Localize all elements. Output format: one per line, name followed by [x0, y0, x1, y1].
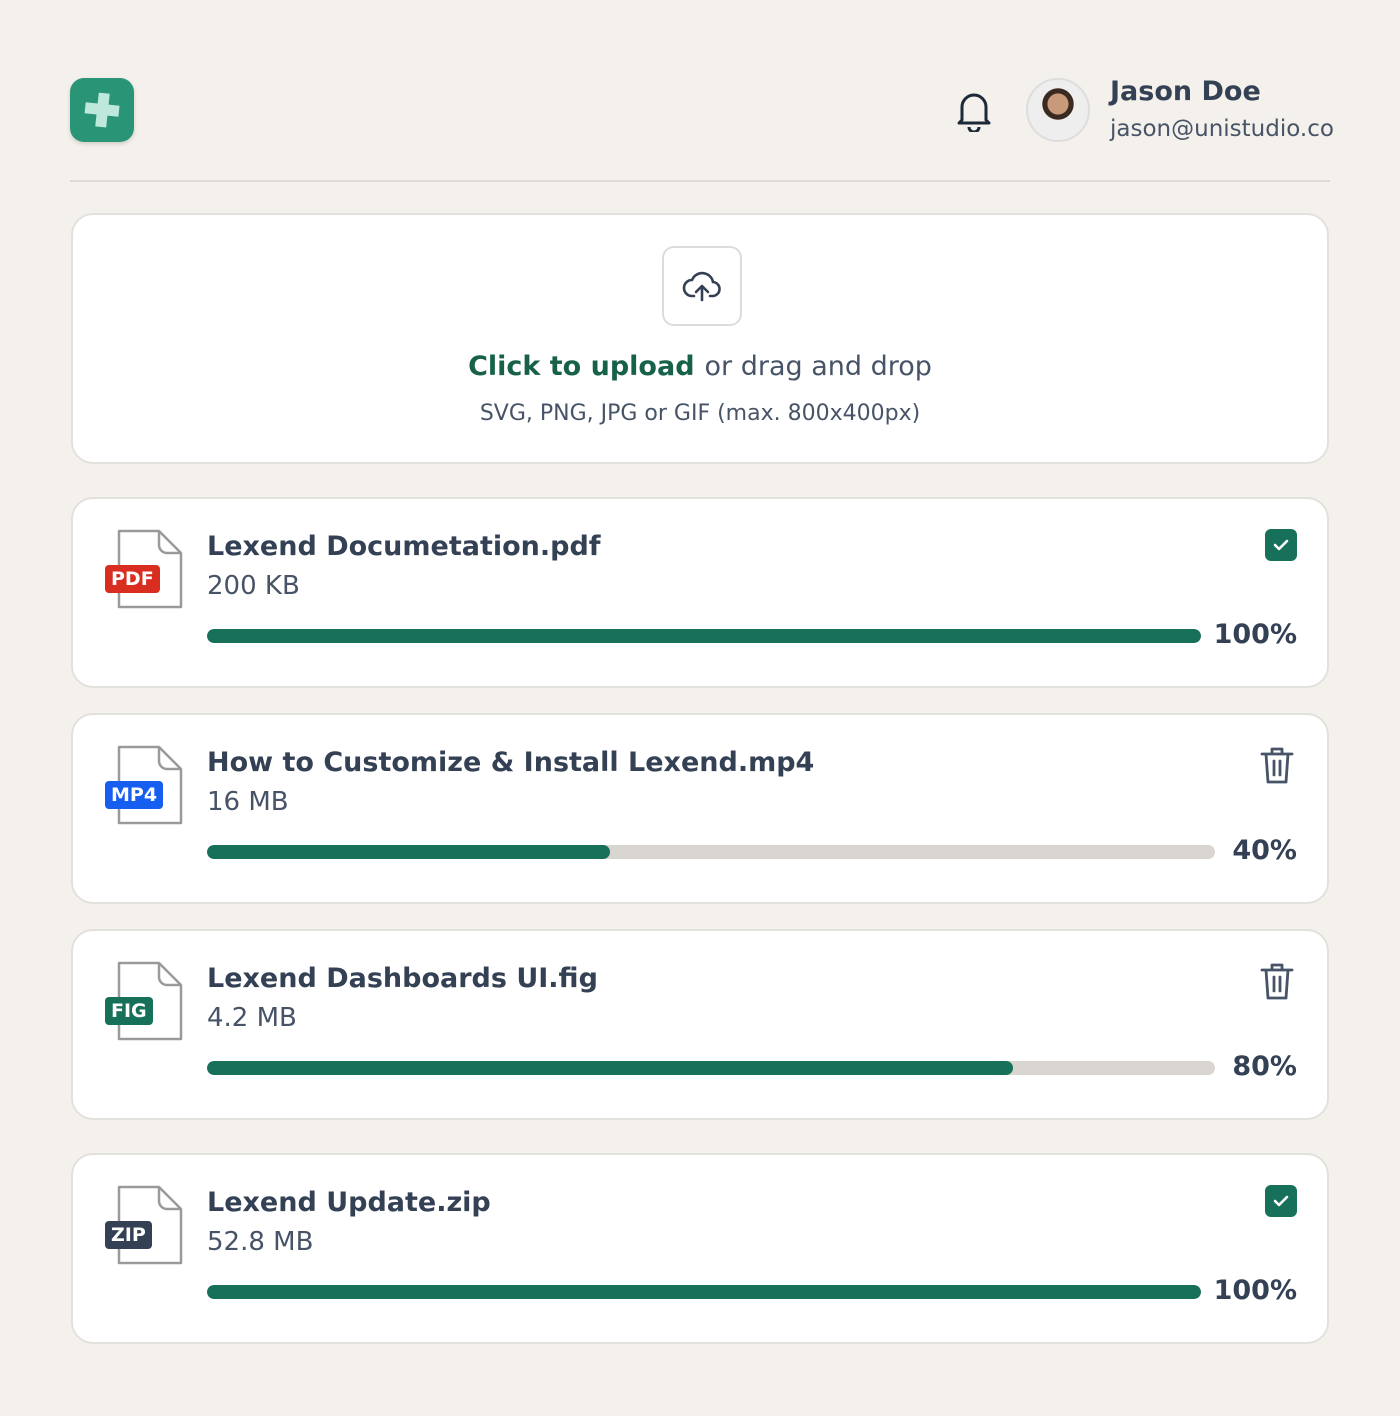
file-icon: ZIP [105, 1185, 185, 1267]
file-item: FIG Lexend Dashboards UI.fig 4.2 MB 80% [71, 929, 1329, 1120]
file-name: How to Customize & Install Lexend.mp4 [207, 747, 815, 778]
progress-fill [207, 1285, 1201, 1299]
delete-trash-icon[interactable] [1259, 745, 1295, 785]
progress-bar [207, 629, 1201, 643]
delete-trash-icon[interactable] [1259, 961, 1295, 1001]
upload-hint: SVG, PNG, JPG or GIF (max. 800x400px) [479, 401, 921, 426]
file-size: 4.2 MB [207, 1003, 297, 1033]
cloud-upload-icon [682, 271, 721, 302]
progress-percent: 100% [1213, 619, 1297, 650]
file-icon: MP4 [105, 745, 185, 827]
file-type-badge: PDF [105, 565, 160, 593]
check-icon [1273, 539, 1289, 551]
progress-bar [207, 1285, 1201, 1299]
file-name: Lexend Documetation.pdf [207, 531, 601, 562]
drag-drop-text: or drag and drop [704, 351, 932, 382]
file-icon: PDF [105, 529, 185, 611]
file-size: 52.8 MB [207, 1227, 314, 1257]
file-item: MP4 How to Customize & Install Lexend.mp… [71, 713, 1329, 904]
progress-bar [207, 845, 1215, 859]
avatar[interactable] [1026, 78, 1090, 142]
check-icon [1273, 1195, 1289, 1207]
notification-bell-icon[interactable] [954, 88, 994, 132]
progress-fill [207, 845, 611, 859]
app-logo[interactable] [70, 78, 134, 142]
file-size: 16 MB [207, 787, 289, 817]
file-item: PDF Lexend Documetation.pdf 200 KB 100% [71, 497, 1329, 688]
file-name: Lexend Dashboards UI.fig [207, 963, 598, 994]
progress-percent: 40% [1232, 835, 1297, 866]
file-name: Lexend Update.zip [207, 1187, 491, 1218]
upload-button[interactable] [662, 246, 742, 326]
progress-fill [207, 629, 1201, 643]
user-name: Jason Doe [1110, 76, 1261, 107]
progress-fill [207, 1061, 1014, 1075]
progress-percent: 80% [1232, 1051, 1297, 1082]
file-type-badge: FIG [105, 997, 153, 1025]
complete-checkbox[interactable] [1265, 529, 1297, 561]
click-to-upload-link[interactable]: Click to upload [468, 351, 695, 382]
upload-dropzone[interactable]: Click to upload or drag and drop SVG, PNG… [71, 213, 1329, 464]
file-type-badge: ZIP [105, 1221, 152, 1249]
complete-checkbox[interactable] [1265, 1185, 1297, 1217]
progress-bar [207, 1061, 1215, 1075]
divider [70, 180, 1330, 182]
upload-instructions: Click to upload or drag and drop [73, 351, 1327, 382]
progress-percent: 100% [1213, 1275, 1297, 1306]
file-item: ZIP Lexend Update.zip 52.8 MB 100% [71, 1153, 1329, 1344]
file-size: 200 KB [207, 571, 300, 601]
file-icon: FIG [105, 961, 185, 1043]
plus-logo-icon [84, 92, 120, 128]
user-email: jason@unistudio.co [1110, 116, 1334, 142]
file-type-badge: MP4 [105, 781, 164, 809]
